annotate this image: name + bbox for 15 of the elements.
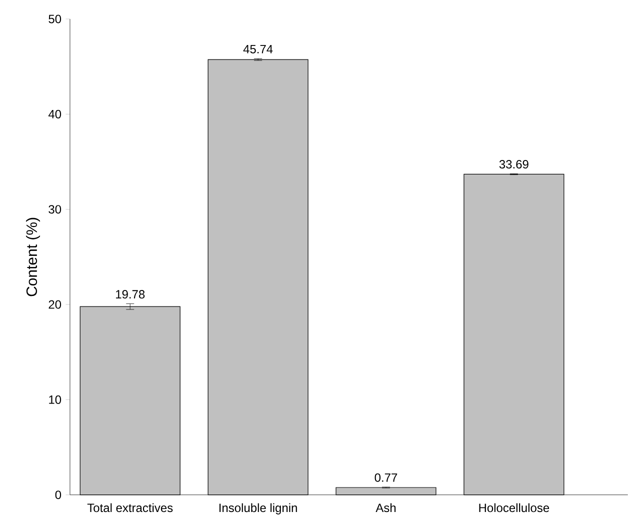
x-tick-label: Total extractives [87,503,173,512]
y-tick-label: 40 [48,110,62,118]
y-tick-label: 30 [48,205,62,214]
y-tick-label: 10 [49,396,62,404]
data-label: 0.77 [374,473,398,482]
data-label: 33.69 [499,160,528,169]
data-label: 45.74 [243,45,273,54]
data-label: 19.78 [116,290,145,299]
y-axis-title: Content (%) [26,218,40,296]
y-tick-label: 0 [55,490,62,500]
x-tick-label: Ash [376,503,396,512]
x-tick-label: Holocellulose [479,503,550,512]
y-tick-label: 20 [48,300,62,309]
y-tick-label: 50 [48,14,62,24]
x-tick-label: Insoluble lignin [219,503,297,515]
